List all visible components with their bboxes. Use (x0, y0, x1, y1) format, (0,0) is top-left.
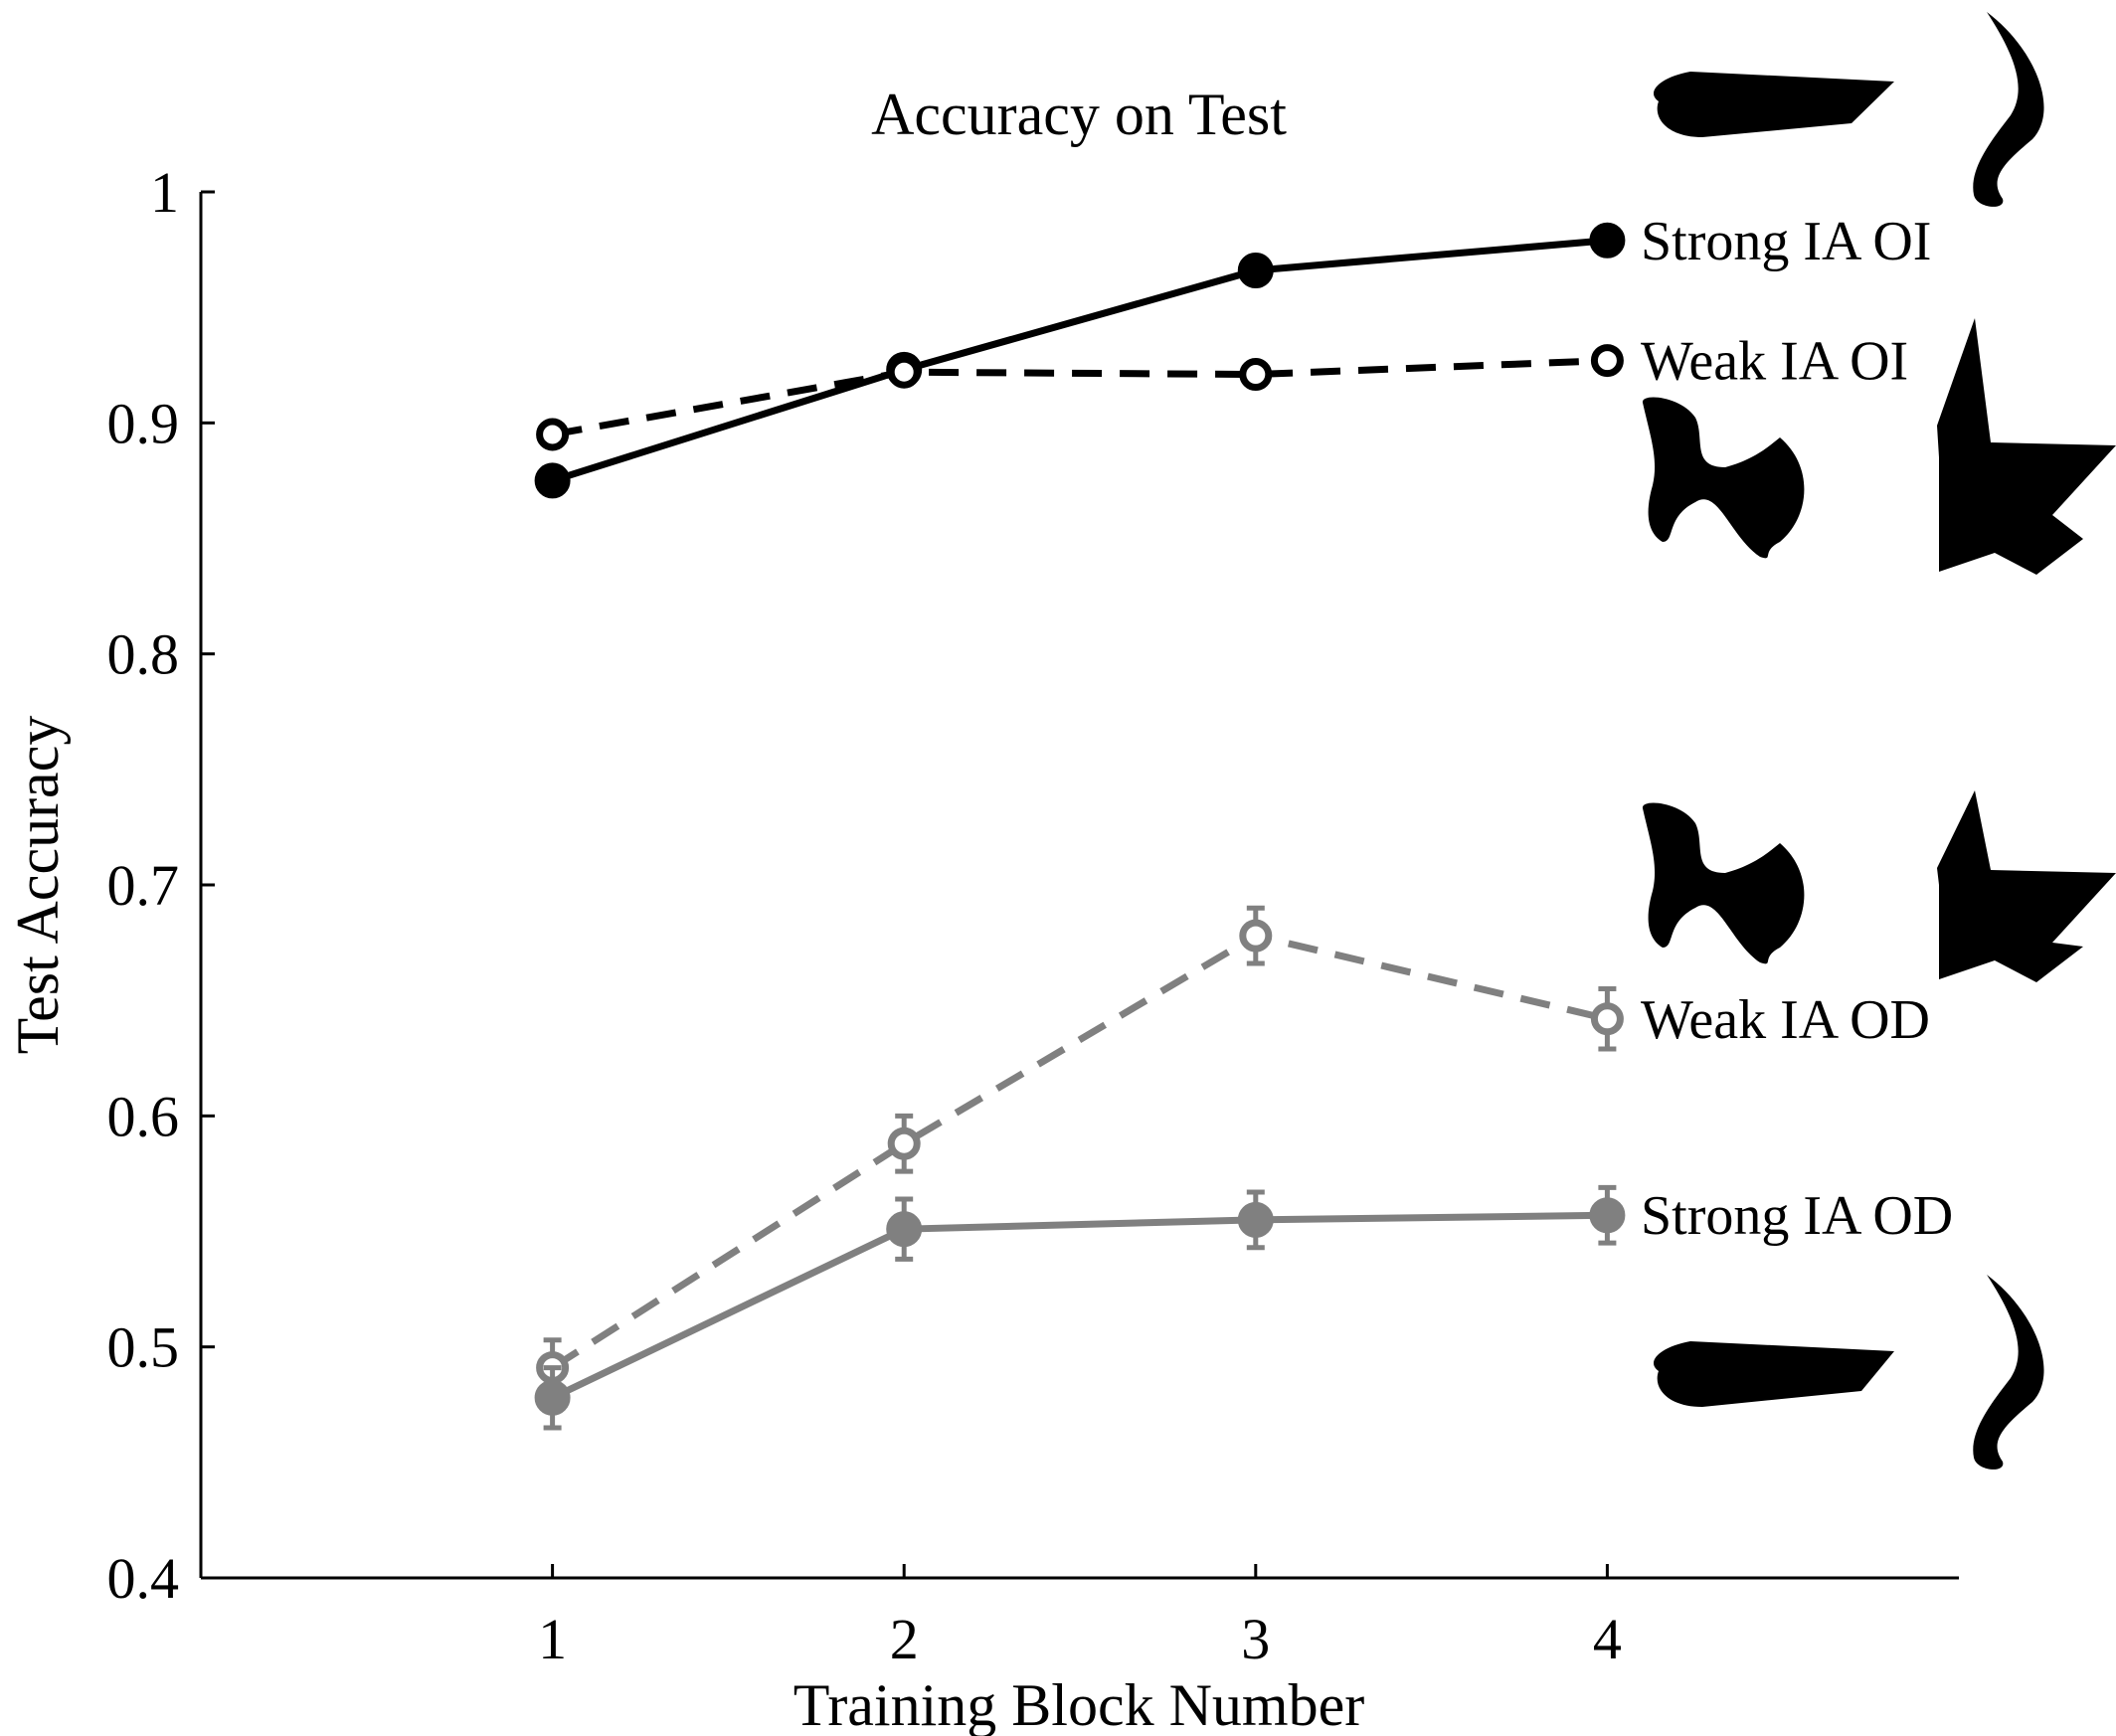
ticks: 1 2 3 4 0.4 0.5 0.6 0.7 0.8 0.9 1 (107, 160, 1622, 1671)
data-point (1590, 344, 1624, 378)
x-tick-label: 4 (1593, 1607, 1622, 1671)
star-shape-icon (1937, 318, 2116, 575)
series-weak-ia-oi (536, 344, 1624, 451)
data-point (1239, 358, 1273, 392)
data-point (886, 1211, 923, 1248)
y-tick-label: 0.5 (107, 1315, 180, 1380)
series-strong-ia-od (534, 1184, 1626, 1431)
x-tick-label: 3 (1241, 1607, 1270, 1671)
series-label-weak-ia-oi: Weak IA OI (1641, 331, 1908, 393)
star-shape-icon (1937, 790, 2116, 982)
data-point (887, 355, 921, 389)
series-label-strong-ia-oi: Strong IA OI (1641, 211, 1931, 272)
series-label-strong-ia-od: Strong IA OD (1641, 1185, 1953, 1247)
data-point (1237, 252, 1274, 288)
x-tick-label: 1 (538, 1607, 567, 1671)
curve-shape-icon (1973, 12, 2044, 207)
data-point (1590, 1002, 1624, 1036)
series-label-weak-ia-od: Weak IA OD (1641, 989, 1930, 1051)
shape-icons (1642, 12, 2116, 1470)
data-point (1589, 222, 1626, 259)
data-point (534, 462, 571, 499)
data-point (534, 1379, 571, 1416)
series-line-weak-ia-oi (551, 357, 1608, 438)
y-axis-title: Test Accuracy (5, 716, 71, 1055)
data-point (536, 418, 570, 451)
y-tick-label: 0.6 (107, 1084, 180, 1148)
data-point (887, 1127, 921, 1160)
blob-shape-icon (1642, 802, 1805, 964)
bar-shape-icon (1654, 1341, 1894, 1407)
y-tick-label: 0.8 (107, 622, 180, 687)
data-point (1239, 919, 1273, 953)
y-tick-label: 1 (150, 160, 179, 225)
series-layer (534, 222, 1626, 1431)
data-point (1237, 1201, 1274, 1238)
y-tick-label: 0.7 (107, 853, 180, 918)
series-line-weak-ia-od (550, 932, 1609, 1371)
blob-shape-icon (1642, 397, 1805, 559)
series-line-strong-ia-oi (551, 237, 1608, 484)
chart-title: Accuracy on Test (871, 82, 1287, 147)
series-strong-ia-oi (534, 222, 1626, 499)
series-line-strong-ia-od (551, 1211, 1608, 1401)
y-tick-label: 0.9 (107, 391, 180, 455)
x-axis-title: Training Block Number (794, 1672, 1364, 1736)
series-labels: Weak IA OD Strong IA OD Strong IA OI Weak I… (1641, 211, 1953, 1247)
x-tick-label: 2 (890, 1607, 919, 1671)
series-weak-ia-od (536, 905, 1624, 1398)
bar-shape-icon (1654, 72, 1894, 137)
data-point (1589, 1197, 1626, 1234)
curve-shape-icon (1973, 1275, 2044, 1470)
y-tick-label: 0.4 (107, 1546, 180, 1611)
